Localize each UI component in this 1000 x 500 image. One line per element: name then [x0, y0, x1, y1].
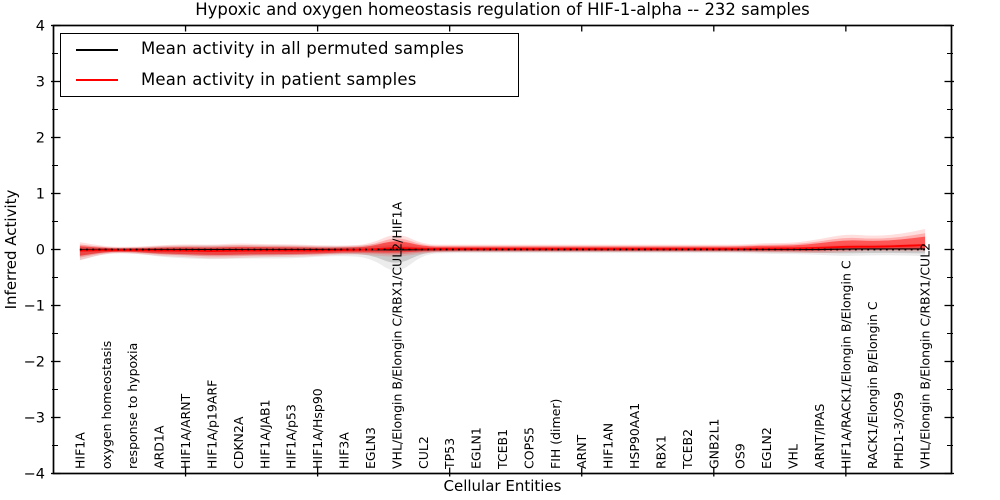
x-axis-label: EGLN1	[469, 427, 484, 469]
x-axis-label: ARD1A	[152, 425, 167, 469]
legend-item-patient: Mean activity in patient samples	[61, 65, 518, 95]
x-axis-label: TP53	[442, 438, 457, 470]
x-axis-label: TCEB1	[495, 429, 510, 470]
y-tick-label: 2	[36, 131, 45, 147]
y-tick-label: 1	[36, 187, 45, 203]
y-tick-label: 4	[36, 19, 45, 35]
x-axis-title: Cellular Entities	[444, 477, 562, 495]
x-axis-label: response to hypoxia	[125, 343, 140, 469]
x-axis-label: CDKN2A	[231, 416, 246, 469]
chart-title: Hypoxic and oxygen homeostasis regulatio…	[195, 0, 810, 19]
x-axis-label: HSP90AA1	[627, 403, 642, 469]
y-axis-title: Inferred Activity	[2, 189, 20, 309]
x-axis-label: VHL	[786, 444, 801, 469]
x-axis-label: RBX1	[653, 435, 668, 469]
x-axis-label: ARNT	[574, 434, 589, 469]
x-axis-label: HIF1A/JAB1	[257, 399, 272, 469]
legend-label: Mean activity in patient samples	[141, 70, 417, 90]
x-axis-label: OS9	[733, 443, 748, 469]
x-axis-label: GNB2L1	[706, 419, 721, 469]
x-axis-label: HIF1A/ARNT	[178, 393, 193, 469]
x-axis-label: COPS5	[521, 427, 536, 469]
x-axis-label: HIF3A	[337, 432, 352, 469]
x-axis-label: oxygen homeostasis	[99, 341, 114, 469]
y-tick-label: −2	[24, 355, 45, 371]
x-axis-label: VHL/Elongin B/Elongin C/RBX1/CUL2	[918, 243, 933, 469]
y-tick-label: −1	[24, 299, 45, 315]
x-axis-label: EGLN2	[759, 427, 774, 469]
x-axis-label: HIF1A	[72, 432, 87, 469]
legend-line-swatch-black	[76, 48, 118, 51]
legend-label: Mean activity in all permuted samples	[141, 39, 465, 59]
y-tick-label: −3	[24, 411, 45, 427]
x-axis-label: HIF1A/p19ARF	[204, 380, 219, 469]
legend-item-permuted: Mean activity in all permuted samples	[61, 35, 518, 65]
x-axis-label: PHD1-3/OS9	[891, 392, 906, 469]
x-axis-label: HIF1AN	[601, 423, 616, 469]
x-axis-label: HIF1A/p53	[284, 404, 299, 469]
y-tick-label: 0	[36, 243, 45, 259]
y-tick-label: −4	[24, 467, 45, 483]
x-axis-label: CUL2	[416, 436, 431, 469]
x-axis-label: HIF1A/Hsp90	[310, 388, 325, 469]
x-axis-label: HIF1A/RACK1/Elongin B/Elongin C	[838, 260, 853, 469]
x-axis-label: RACK1/Elongin B/Elongin C	[865, 301, 880, 469]
y-tick-label: 3	[36, 75, 45, 91]
legend-line-swatch-red	[76, 79, 118, 82]
x-axis-label: ARNT/IPAS	[812, 404, 827, 469]
patient-mean-line	[79, 244, 926, 252]
x-axis-label: TCEB2	[680, 429, 695, 470]
x-axis-label: VHL/Elongin B/Elongin C/RBX1/CUL2/HIF1A	[389, 201, 404, 469]
x-axis-label: EGLN3	[363, 427, 378, 469]
x-axis-label: FIH (dimer)	[548, 399, 563, 469]
legend-box: Mean activity in all permuted samples Me…	[60, 33, 519, 97]
